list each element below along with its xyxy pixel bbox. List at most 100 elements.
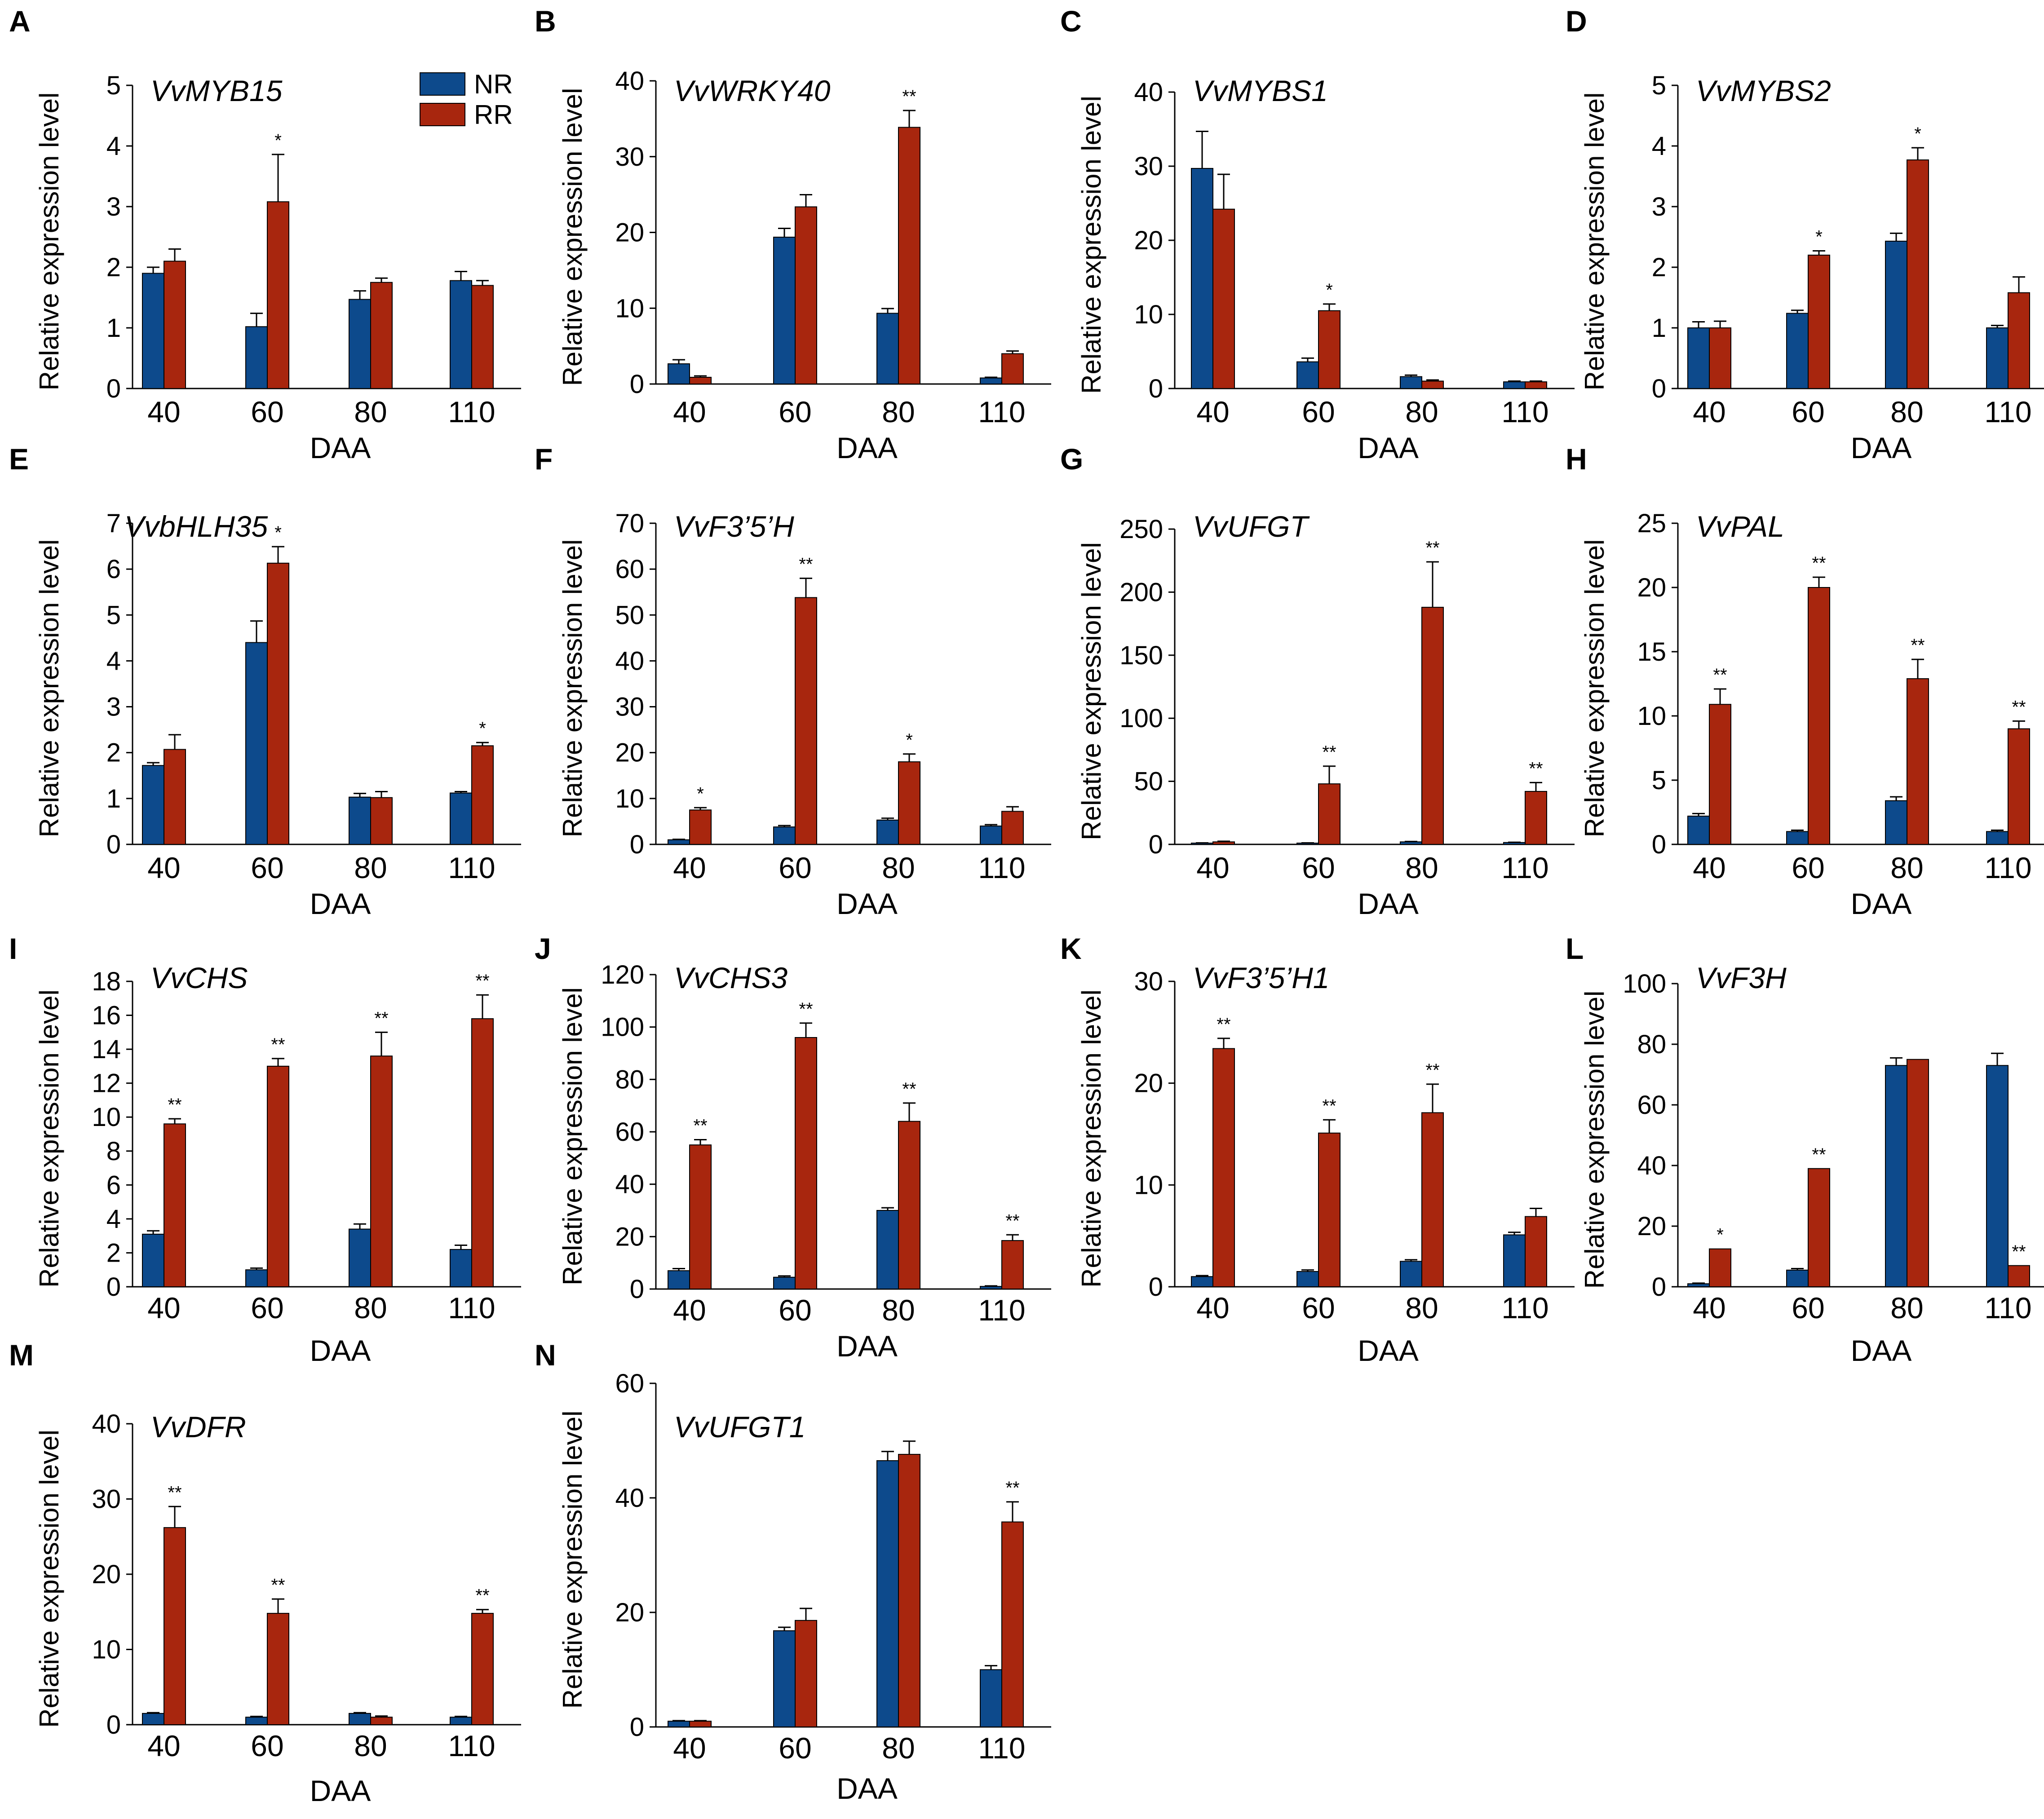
x-axis-title: DAA bbox=[1358, 887, 1419, 920]
significance-mark: ** bbox=[1911, 636, 1925, 655]
x-tick-label: 80 bbox=[354, 1291, 387, 1325]
bar-rr bbox=[1808, 255, 1830, 389]
gene-title: VvWRKY40 bbox=[674, 74, 831, 107]
y-axis-title: Relative expression level bbox=[557, 539, 588, 838]
x-tick-label: 80 bbox=[1890, 1291, 1923, 1325]
x-tick-label: 110 bbox=[1501, 395, 1548, 428]
y-tick-label: 3 bbox=[106, 693, 121, 722]
y-tick-label: 5 bbox=[106, 600, 121, 630]
y-tick-label: 10 bbox=[1134, 300, 1163, 329]
x-tick-label: 60 bbox=[1792, 851, 1824, 884]
bar-nr bbox=[450, 792, 472, 845]
x-tick-label: 80 bbox=[882, 395, 915, 428]
panel-letter: K bbox=[1060, 932, 1082, 965]
y-tick-label: 30 bbox=[1134, 152, 1163, 181]
bar-nr bbox=[450, 280, 472, 389]
bar-rr bbox=[1525, 381, 1547, 389]
gene-title: VvUFGT1 bbox=[674, 1410, 805, 1444]
y-axis-title: Relative expression level bbox=[34, 93, 64, 391]
y-tick-label: 120 bbox=[601, 960, 644, 989]
bar-nr bbox=[1885, 240, 1907, 389]
y-tick-label: 2 bbox=[106, 1238, 121, 1267]
x-axis-title: DAA bbox=[310, 1774, 371, 1807]
bar-rr bbox=[267, 201, 289, 389]
x-tick-label: 80 bbox=[1405, 395, 1438, 428]
significance-mark: ** bbox=[902, 1079, 916, 1099]
x-tick-label: 80 bbox=[354, 395, 387, 428]
y-tick-label: 30 bbox=[615, 693, 644, 722]
bar-rr bbox=[1318, 1132, 1341, 1288]
bar-nr bbox=[980, 826, 1002, 845]
gene-title: VvCHS3 bbox=[674, 961, 788, 994]
significance-mark: ** bbox=[1322, 1096, 1336, 1116]
y-tick-label: 50 bbox=[615, 600, 644, 630]
legend-label-nr: NR bbox=[474, 69, 513, 99]
bar-rr bbox=[1212, 208, 1235, 389]
bar-rr bbox=[1001, 811, 1024, 845]
y-tick-label: 80 bbox=[1637, 1030, 1666, 1059]
y-axis-title: Relative expression level bbox=[557, 88, 588, 386]
bar-nr bbox=[1687, 327, 1710, 389]
bar-rr bbox=[370, 282, 393, 389]
bar-nr bbox=[245, 642, 268, 845]
y-tick-label: 0 bbox=[630, 370, 644, 399]
significance-mark: ** bbox=[271, 1575, 285, 1595]
y-tick-label: 40 bbox=[615, 1170, 644, 1199]
y-tick-label: 60 bbox=[1637, 1091, 1666, 1120]
y-tick-label: 50 bbox=[1134, 767, 1163, 796]
x-tick-label: 60 bbox=[779, 395, 811, 428]
y-tick-label: 0 bbox=[1149, 1272, 1163, 1302]
y-axis-title: Relative expression level bbox=[557, 987, 588, 1285]
significance-mark: ** bbox=[1322, 742, 1336, 762]
x-tick-label: 40 bbox=[1693, 395, 1725, 428]
panel-letter: C bbox=[1060, 4, 1082, 38]
x-tick-label: 60 bbox=[1302, 1291, 1335, 1325]
significance-mark: * bbox=[1914, 124, 1921, 144]
y-tick-label: 14 bbox=[92, 1035, 121, 1064]
y-tick-label: 70 bbox=[615, 509, 644, 538]
bar-rr bbox=[898, 1454, 920, 1728]
x-axis-title: DAA bbox=[836, 431, 898, 464]
x-tick-label: 80 bbox=[1890, 395, 1923, 428]
y-axis-title: Relative expression level bbox=[34, 989, 64, 1288]
gene-title: VvCHS bbox=[150, 961, 248, 994]
x-tick-label: 80 bbox=[354, 851, 387, 884]
x-tick-label: 40 bbox=[1196, 395, 1229, 428]
x-tick-label: 40 bbox=[673, 395, 706, 428]
x-tick-label: 110 bbox=[978, 851, 1025, 884]
x-tick-label: 80 bbox=[882, 851, 915, 884]
bar-nr bbox=[450, 1249, 472, 1288]
bar-nr bbox=[1885, 1065, 1907, 1287]
y-tick-label: 1 bbox=[1652, 313, 1666, 343]
panel-letter: N bbox=[535, 1338, 556, 1372]
y-tick-label: 20 bbox=[1637, 1212, 1666, 1241]
bar-rr bbox=[1709, 327, 1731, 389]
y-tick-label: 4 bbox=[1652, 132, 1666, 161]
panel-B: B 0 10 20 30 40 Relative expression level VvWRK… bbox=[535, 4, 1051, 464]
bar-rr bbox=[689, 377, 712, 384]
x-tick-label: 80 bbox=[1890, 851, 1923, 884]
bar-nr bbox=[1503, 1234, 1526, 1287]
significance-mark: * bbox=[479, 719, 486, 738]
bar-rr bbox=[2008, 292, 2030, 389]
bar-rr bbox=[1709, 704, 1731, 845]
y-tick-label: 0 bbox=[630, 1713, 644, 1742]
y-tick-label: 5 bbox=[106, 71, 121, 100]
y-tick-label: 8 bbox=[106, 1137, 121, 1166]
panel-L: L 0 20 40 60 80 100 Relative expression level Vv… bbox=[1566, 932, 2044, 1367]
significance-mark: * bbox=[697, 784, 704, 804]
x-tick-label: 60 bbox=[779, 1731, 811, 1765]
x-tick-label: 40 bbox=[673, 1731, 706, 1765]
x-tick-label: 40 bbox=[147, 1291, 180, 1325]
x-axis-title: DAA bbox=[310, 887, 371, 920]
bar-nr bbox=[980, 1286, 1002, 1290]
bar-nr bbox=[668, 839, 690, 845]
bar-rr bbox=[370, 1055, 393, 1287]
significance-mark: ** bbox=[1425, 1060, 1439, 1080]
y-tick-label: 80 bbox=[615, 1065, 644, 1094]
significance-mark: ** bbox=[1005, 1478, 1019, 1498]
x-tick-label: 80 bbox=[354, 1729, 387, 1762]
panel-F: F 0 10 20 30 40 50 60 70 Relative expression leve… bbox=[535, 442, 1051, 920]
